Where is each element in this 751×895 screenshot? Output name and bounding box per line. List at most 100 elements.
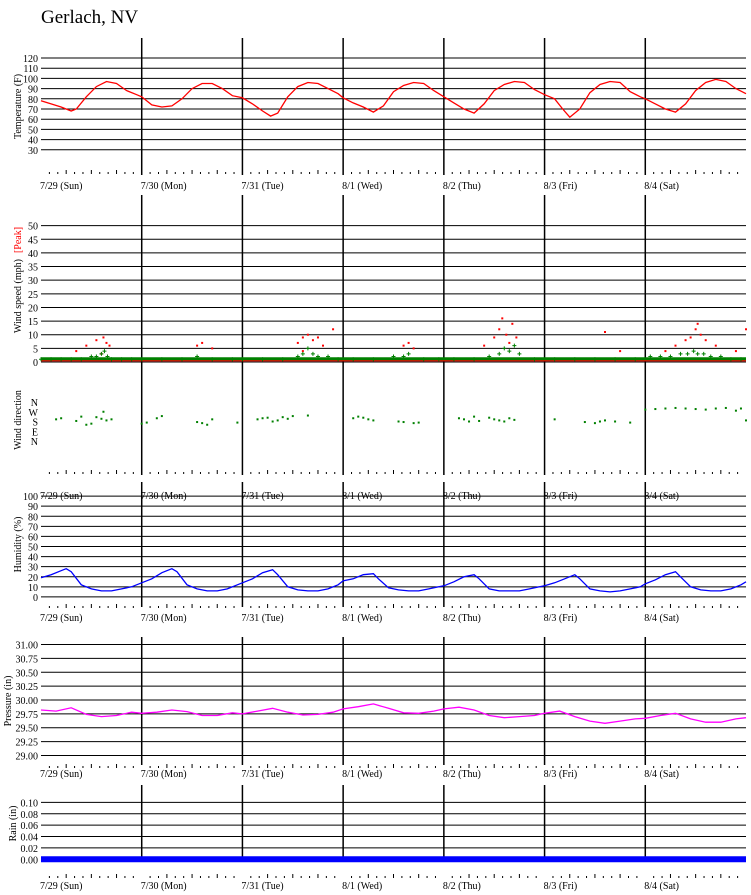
rain-x-tick-label: 8/1 (Wed) — [342, 881, 382, 892]
wind_speed-point — [296, 341, 299, 344]
wind_direction-point — [412, 422, 415, 425]
wind_speed-point — [694, 328, 697, 331]
wind_direction-point — [473, 415, 476, 418]
wind_speed-point — [502, 346, 507, 351]
wind_speed-point — [85, 344, 88, 347]
wind_speed-point — [505, 333, 508, 336]
wind_speed-point — [310, 351, 315, 356]
wind_direction-point — [211, 418, 214, 421]
pressure-y-tick-label: 30.25 — [16, 682, 39, 693]
wind_speed-point — [498, 328, 501, 331]
temperature-y-tick-label: 120 — [23, 54, 38, 65]
temperature-x-tick-label: 7/29 (Sun) — [40, 181, 83, 192]
pressure-x-tick-label: 7/30 (Mon) — [141, 769, 187, 780]
wind_direction-point — [372, 419, 375, 422]
wind_speed-point — [311, 339, 314, 342]
wind_direction-point — [102, 410, 105, 413]
wind_direction-point — [674, 406, 677, 409]
humidity-y-axis-label: Humidity (%) — [13, 517, 24, 573]
temperature-x-tick-label: 8/4 (Sat) — [644, 181, 679, 192]
wind_speed-y-tick-label: 40 — [28, 249, 38, 260]
pressure-y-tick-label: 29.00 — [16, 751, 39, 762]
wind_speed-point — [102, 349, 107, 354]
wind_direction-point — [281, 416, 284, 419]
wind_speed-point — [75, 350, 78, 353]
wind_direction-point — [357, 415, 360, 418]
rain-y-tick-label: 0.08 — [21, 810, 39, 821]
wind_direction-point — [90, 422, 93, 425]
wind_direction-point — [508, 417, 511, 420]
humidity-x-tick-label: 8/2 (Thu) — [443, 613, 481, 624]
pressure-x-tick-label: 7/31 (Tue) — [241, 769, 283, 780]
wind_direction-point — [95, 416, 98, 419]
pressure-x-tick-label: 8/1 (Wed) — [342, 769, 382, 780]
wind_speed-point — [684, 339, 687, 342]
humidity-y-tick-label: 0 — [33, 593, 38, 604]
wind_direction-point — [60, 417, 63, 420]
wind_speed-point — [701, 351, 706, 356]
wind_direction-point — [100, 417, 103, 420]
wind_direction-point — [201, 422, 204, 425]
pressure-y-tick-label: 29.25 — [16, 738, 39, 749]
temperature-y-tick-label: 70 — [28, 105, 38, 116]
wind_direction-point — [256, 418, 259, 421]
wind_speed-point — [108, 344, 111, 347]
wind_speed-chart: 0 5 10 15 20 25 30 35 40 45 50 Wind speed (mph)[Pea… — [13, 195, 747, 369]
wind_speed-point — [201, 341, 204, 344]
wind_speed-point — [508, 341, 511, 344]
wind_direction-point — [140, 422, 143, 425]
wind_speed-point — [517, 351, 522, 356]
temperature-y-tick-label: 100 — [23, 74, 38, 85]
wind_direction-point — [629, 421, 632, 424]
wind_direction-point — [145, 421, 148, 424]
wind_direction-point — [694, 408, 697, 411]
wind_direction-point — [734, 409, 737, 412]
wind_speed-point — [734, 350, 737, 353]
pressure-y-tick-label: 30.75 — [16, 654, 39, 665]
temperature-y-tick-label: 90 — [28, 85, 38, 96]
rain-y-tick-label: 0.10 — [21, 798, 39, 809]
wind_speed-point — [501, 317, 504, 320]
wind_direction-point — [493, 418, 496, 421]
wind_direction-point — [598, 420, 601, 423]
wind_speed-y-tick-label: 0 — [33, 358, 38, 369]
humidity-y-tick-label: 60 — [28, 532, 38, 543]
wind_speed-point — [678, 351, 683, 356]
humidity-x-tick-label: 8/1 (Wed) — [342, 613, 382, 624]
wind_direction-y-tick-label: N — [31, 437, 38, 448]
wind_speed-point — [689, 336, 692, 339]
wind_speed-point — [402, 344, 405, 347]
wind_speed-point — [511, 322, 514, 325]
temperature-x-tick-label: 8/1 (Wed) — [342, 181, 382, 192]
wind_speed-point — [704, 339, 707, 342]
wind_speed-point — [745, 328, 747, 331]
rain-x-tick-label: 7/30 (Mon) — [141, 881, 187, 892]
wind_direction-point — [80, 415, 83, 418]
wind_direction-point — [261, 417, 264, 420]
rain-x-tick-label: 7/29 (Sun) — [40, 881, 83, 892]
wind_direction-point — [236, 421, 239, 424]
rain-y-axis-label: Rain (in) — [8, 806, 19, 842]
wind_direction-point — [271, 420, 274, 423]
wind_direction-point — [85, 423, 88, 426]
wind_speed-point — [300, 351, 305, 356]
temperature-y-tick-label: 30 — [28, 146, 38, 157]
wind_speed-point — [102, 336, 105, 339]
humidity-y-tick-label: 50 — [28, 543, 38, 554]
humidity-y-tick-label: 90 — [28, 502, 38, 513]
wind_direction-point — [286, 417, 289, 420]
wind_direction-point — [614, 420, 617, 423]
wind_direction-point — [55, 418, 58, 421]
temperature-x-tick-label: 7/30 (Mon) — [141, 181, 187, 192]
wind_speed-y-tick-label: 5 — [33, 344, 38, 355]
wind_speed-y-axis-label: Wind speed (mph)[Peak] — [13, 227, 24, 333]
page-title: Gerlach, NV — [41, 7, 139, 28]
rain-y-tick-label: 0.06 — [21, 821, 39, 832]
wind_speed-y-tick-label: 35 — [28, 263, 38, 274]
wind_direction-point — [276, 419, 279, 422]
wind_direction-point — [704, 408, 707, 411]
